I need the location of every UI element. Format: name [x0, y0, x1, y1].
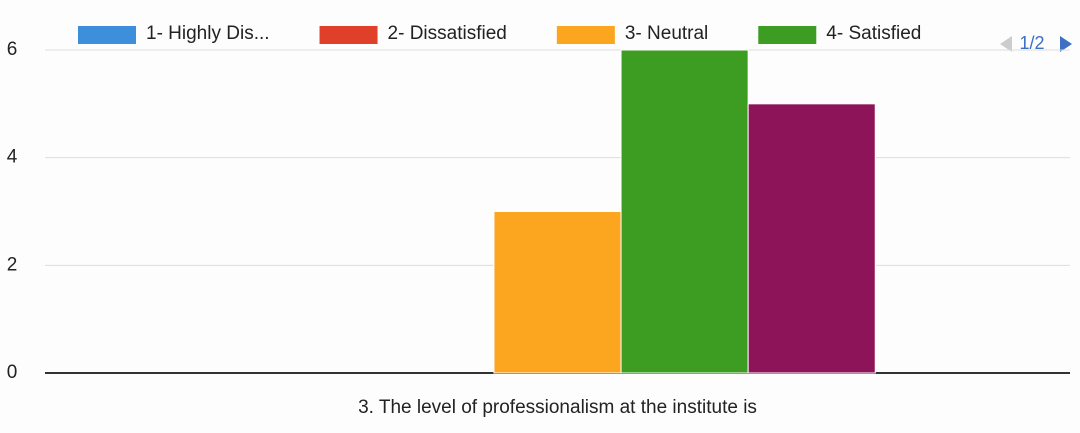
- legend-label: 1- Highly Dis...: [146, 23, 270, 44]
- y-tick-label: 2: [7, 254, 18, 275]
- legend-label: 4- Satisfied: [826, 23, 921, 44]
- bar: [747, 103, 876, 374]
- bar: [620, 49, 749, 374]
- y-tick-label: 6: [7, 39, 18, 60]
- legend-swatch: [78, 26, 136, 44]
- y-tick-label: 4: [7, 147, 18, 168]
- legend-page: 1/2: [1019, 33, 1044, 53]
- legend-next[interactable]: [1060, 36, 1072, 52]
- y-tick-label: 0: [7, 362, 18, 383]
- bar: [493, 211, 622, 374]
- legend-label: 3- Neutral: [625, 23, 708, 44]
- legend-swatch: [556, 26, 615, 44]
- legend-swatch: [319, 26, 378, 44]
- legend-swatch: [758, 26, 817, 44]
- legend-prev[interactable]: [1000, 36, 1012, 52]
- x-tick-label: 3. The level of professionalism at the i…: [358, 397, 757, 418]
- legend-label: 2- Dissatisfied: [388, 23, 507, 44]
